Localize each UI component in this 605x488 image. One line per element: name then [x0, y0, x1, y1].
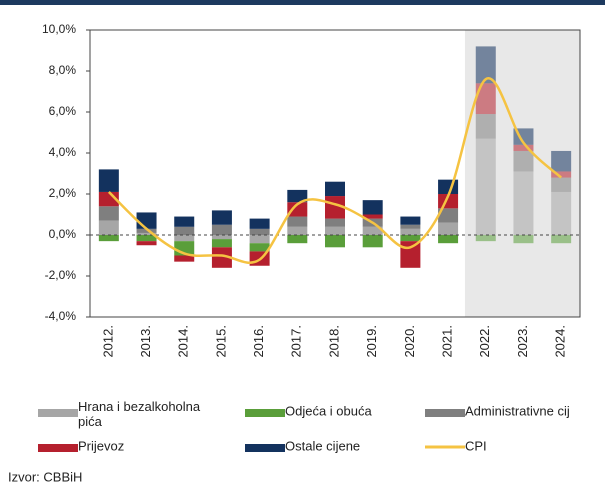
- x-tick-label: 2022.: [477, 325, 492, 358]
- bar-segment: [287, 216, 308, 227]
- cpi-line: [107, 77, 563, 264]
- bar-segment: [513, 150, 534, 172]
- bar-segment: [211, 224, 232, 235]
- legend-label: Hrana i bezalkoholna pića: [78, 399, 201, 429]
- bar-segment: [211, 235, 232, 240]
- bar-segment: [551, 150, 572, 172]
- bar-segment: [98, 206, 119, 221]
- bar-segment: [287, 235, 308, 244]
- x-tick-label: 2013.: [138, 325, 153, 358]
- bar-segment: [287, 189, 308, 203]
- legend-swatch: [425, 445, 465, 449]
- bar-segment: [513, 235, 534, 244]
- bar-segment: [325, 218, 345, 227]
- bar-segment: [136, 235, 157, 242]
- bar-segment: [174, 255, 195, 262]
- bar-segment: [174, 226, 195, 235]
- x-tick-label: 2019.: [364, 325, 379, 358]
- x-tick-label: 2015.: [213, 325, 228, 358]
- header-strip: [0, 0, 605, 5]
- x-tick-label: 2020.: [402, 325, 417, 358]
- bar-segment: [438, 179, 459, 194]
- bar-segment: [174, 235, 195, 242]
- bar-segment: [400, 224, 421, 229]
- bar-segment: [174, 216, 195, 227]
- legend-label-line: Hrana i bezalkoholna: [78, 399, 201, 414]
- bar-segment: [249, 243, 270, 252]
- legend-label: CPI: [465, 438, 487, 453]
- bar-segment: [513, 144, 534, 151]
- bar-segment: [438, 222, 459, 235]
- bar-segment: [211, 210, 232, 225]
- x-tick-label: 2018.: [326, 325, 341, 358]
- bar-segment: [136, 228, 157, 233]
- source: Izvor: CBBiH: [8, 469, 82, 484]
- bar-segment: [400, 228, 421, 235]
- bar-segment: [475, 46, 496, 84]
- y-tick-label: 0,0%: [49, 227, 77, 241]
- y-tick-label: 8,0%: [49, 63, 77, 77]
- bar-segment: [362, 235, 383, 248]
- legend-label: Prijevoz: [78, 438, 124, 453]
- bar-segment: [249, 228, 270, 235]
- bar-segment: [136, 241, 157, 246]
- bar-segment: [362, 226, 383, 235]
- y-tick-label: -2,0%: [45, 268, 77, 282]
- bar-segment: [249, 235, 270, 244]
- bar-segment: [475, 114, 496, 139]
- legend-swatch: [245, 409, 285, 417]
- legend-swatch: [245, 444, 285, 452]
- bar-segment: [98, 220, 119, 235]
- bar-segment: [325, 235, 345, 248]
- x-tick-label: 2024.: [553, 325, 568, 358]
- legend-label: Odjeća i obuća: [285, 403, 372, 418]
- bar-segment: [211, 247, 232, 268]
- bar-segment: [362, 200, 383, 215]
- bar-segment: [287, 202, 308, 217]
- bar-segment: [475, 235, 496, 242]
- bar-segment: [475, 138, 496, 235]
- bar-segment: [362, 214, 383, 219]
- x-tick-label: 2014.: [176, 325, 191, 358]
- legend-swatch: [425, 409, 465, 417]
- y-tick-label: 4,0%: [49, 145, 77, 159]
- legend-swatch: [38, 409, 78, 417]
- bar-segment: [325, 226, 345, 235]
- bar-segment: [475, 83, 496, 115]
- bar-segment: [438, 235, 459, 244]
- legend-label-line: pića: [78, 414, 103, 429]
- bar-segment: [551, 171, 572, 178]
- bar-segment: [551, 177, 572, 192]
- x-tick-label: 2017.: [289, 325, 304, 358]
- bar-segment: [136, 232, 157, 235]
- bar-segment: [211, 239, 232, 248]
- legend-label: Ostale cijene: [285, 438, 360, 453]
- legend-swatch: [38, 444, 78, 452]
- bar-segment: [551, 235, 572, 244]
- bar-segment: [438, 208, 459, 223]
- bar-segment: [551, 191, 572, 235]
- plot-frame: [89, 29, 581, 318]
- x-tick-label: 2012.: [100, 325, 115, 358]
- y-tick-label: 2,0%: [49, 186, 77, 200]
- bar-segment: [400, 241, 421, 268]
- x-tick-label: 2023.: [515, 325, 530, 358]
- x-tick-label: 2021.: [440, 325, 455, 358]
- bar-segment: [400, 235, 421, 242]
- bar-segment: [98, 235, 119, 242]
- bar-segment: [400, 216, 421, 225]
- bar-segment: [287, 226, 308, 235]
- y-tick-label: 10,0%: [42, 22, 76, 36]
- bar-segment: [98, 169, 119, 192]
- bar-segment: [325, 181, 345, 197]
- y-tick-label: -4,0%: [45, 309, 77, 323]
- bar-segment: [136, 212, 157, 229]
- x-tick-label: 2016.: [251, 325, 266, 358]
- legend-label: Administrativne cij: [465, 403, 570, 418]
- y-tick-label: 6,0%: [49, 104, 77, 118]
- bar-segment: [249, 218, 270, 229]
- bar-segment: [513, 171, 534, 235]
